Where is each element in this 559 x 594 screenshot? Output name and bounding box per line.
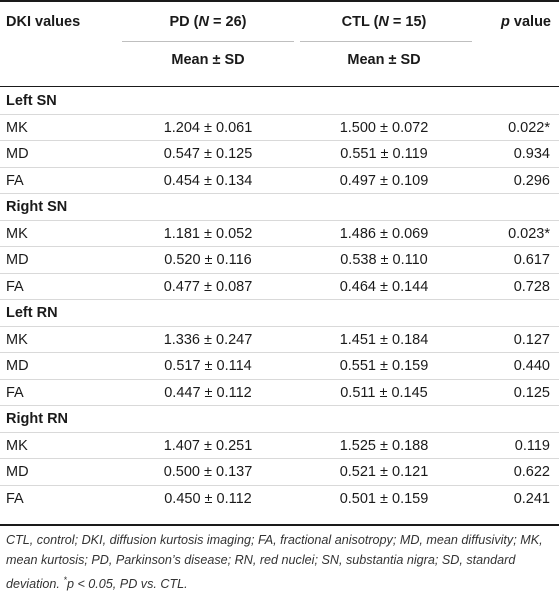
row-divider — [0, 246, 559, 247]
ctl-value: 0.511 ± 0.145 — [340, 384, 428, 401]
table-row: MK 1.204 ± 0.061 1.500 ± 0.072 0.022* — [0, 115, 559, 141]
row-label: FA — [6, 490, 24, 507]
section-title: Right SN — [6, 199, 68, 215]
header-bottom-rule — [0, 86, 559, 87]
table-row: MD 0.520 ± 0.116 0.538 ± 0.110 0.617 — [0, 247, 559, 273]
ctl-value: 0.551 ± 0.159 — [339, 358, 429, 374]
p-value: 0.622 — [513, 464, 550, 480]
row-divider — [0, 219, 559, 221]
row-divider — [0, 458, 559, 459]
row-divider — [0, 166, 559, 168]
section-divider — [0, 193, 559, 194]
pd-value: 0.547 ± 0.125 — [163, 146, 253, 162]
p-value: 0.023* — [508, 225, 550, 242]
ctl-value: 0.497 ± 0.109 — [339, 172, 429, 189]
ctl-value: 1.451 ± 0.184 — [339, 331, 429, 348]
pd-value: 1.336 ± 0.247 — [163, 331, 253, 348]
pd-value: 0.520 ± 0.116 — [164, 252, 252, 268]
pd-value: 0.500 ± 0.137 — [163, 464, 253, 480]
header-ctl: CTL (N = 15) — [341, 14, 427, 30]
ctl-header-underline — [300, 41, 472, 42]
section-divider — [0, 299, 559, 300]
row-divider — [0, 113, 559, 115]
table-row: MK 1.407 ± 0.251 1.525 ± 0.188 0.119 — [0, 433, 559, 459]
p-value: 0.440 — [513, 358, 550, 374]
pd-value: 0.447 ± 0.112 — [164, 384, 252, 401]
ctl-value: 0.464 ± 0.144 — [339, 278, 429, 295]
ctl-value: 0.538 ± 0.110 — [340, 252, 428, 268]
table-row: FA 0.447 ± 0.112 0.511 ± 0.145 0.125 — [0, 380, 559, 406]
p-value: 0.127 — [513, 331, 550, 348]
row-label: FA — [6, 278, 24, 295]
row-label: MD — [6, 252, 29, 268]
section-title-row: Left SN — [0, 88, 559, 114]
row-label: MD — [6, 358, 29, 374]
section-title-row: Left RN — [0, 300, 559, 326]
row-divider — [0, 431, 559, 433]
row-label: MD — [6, 146, 29, 162]
header-p-value: p value — [501, 14, 551, 30]
section-title: Left SN — [6, 93, 57, 109]
table-footnote: CTL, control; DKI, diffusion kurtosis im… — [6, 533, 543, 592]
ctl-value: 0.521 ± 0.121 — [339, 464, 429, 480]
pd-value: 0.450 ± 0.112 — [164, 490, 252, 507]
table-row: FA 0.450 ± 0.112 0.501 ± 0.159 0.241 — [0, 486, 559, 512]
row-label: MK — [6, 331, 28, 348]
row-divider — [0, 272, 559, 274]
row-divider — [0, 140, 559, 141]
pd-value: 0.454 ± 0.134 — [163, 172, 253, 189]
subheader-pd-mean-sd: Mean ± SD — [171, 52, 245, 68]
p-value: 0.022* — [508, 119, 550, 136]
pd-value: 1.181 ± 0.052 — [163, 225, 253, 242]
header-dki-values: DKI values — [6, 14, 81, 30]
section-title-row: Right SN — [0, 194, 559, 220]
table-row: MK 1.336 ± 0.247 1.451 ± 0.184 0.127 — [0, 327, 559, 353]
row-label: MK — [6, 437, 28, 454]
p-value: 0.728 — [513, 278, 550, 295]
pd-value: 0.517 ± 0.114 — [164, 358, 252, 374]
table-row: FA 0.454 ± 0.134 0.497 ± 0.109 0.296 — [0, 168, 559, 194]
table-subheader-row: Mean ± SD Mean ± SD — [0, 48, 559, 78]
pd-value: 1.407 ± 0.251 — [163, 437, 253, 454]
p-value: 0.617 — [513, 252, 550, 268]
table-row: MD 0.547 ± 0.125 0.551 ± 0.119 0.934 — [0, 141, 559, 167]
section-title: Left RN — [6, 305, 58, 321]
table-bottom-rule — [0, 524, 559, 526]
table-top-rule — [0, 0, 559, 2]
row-label: MD — [6, 464, 29, 480]
row-divider — [0, 352, 559, 353]
p-value: 0.119 — [514, 437, 550, 454]
p-value: 0.125 — [513, 384, 550, 401]
header-pd: PD (N = 26) — [169, 14, 247, 30]
section-title: Right RN — [6, 411, 69, 427]
ctl-value: 1.500 ± 0.072 — [339, 119, 429, 136]
ctl-value: 0.501 ± 0.159 — [339, 490, 429, 507]
pd-value: 1.204 ± 0.061 — [163, 119, 253, 136]
row-label: FA — [6, 172, 24, 189]
row-label: MK — [6, 225, 28, 242]
table-row: MK 1.181 ± 0.052 1.486 ± 0.069 0.023* — [0, 221, 559, 247]
p-value: 0.296 — [513, 172, 550, 189]
row-label: FA — [6, 384, 24, 401]
row-divider — [0, 325, 559, 327]
ctl-value: 0.551 ± 0.119 — [340, 146, 428, 162]
pd-header-underline — [122, 41, 294, 42]
row-divider — [0, 378, 559, 380]
section-title-row: Right RN — [0, 406, 559, 432]
subheader-ctl-mean-sd: Mean ± SD — [347, 52, 421, 68]
p-value: 0.241 — [513, 490, 550, 507]
row-divider — [0, 484, 559, 486]
ctl-value: 1.486 ± 0.069 — [339, 225, 429, 242]
row-label: MK — [6, 119, 28, 136]
pd-value: 0.477 ± 0.087 — [163, 278, 253, 295]
table-row: MD 0.517 ± 0.114 0.551 ± 0.159 0.440 — [0, 353, 559, 379]
table-header-row: DKI values PD (N = 26) CTL (N = 15) p va… — [0, 10, 559, 40]
table-row: FA 0.477 ± 0.087 0.464 ± 0.144 0.728 — [0, 274, 559, 300]
ctl-value: 1.525 ± 0.188 — [339, 437, 429, 454]
p-value: 0.934 — [513, 146, 550, 162]
section-divider — [0, 405, 559, 406]
table-row: MD 0.500 ± 0.137 0.521 ± 0.121 0.622 — [0, 459, 559, 485]
